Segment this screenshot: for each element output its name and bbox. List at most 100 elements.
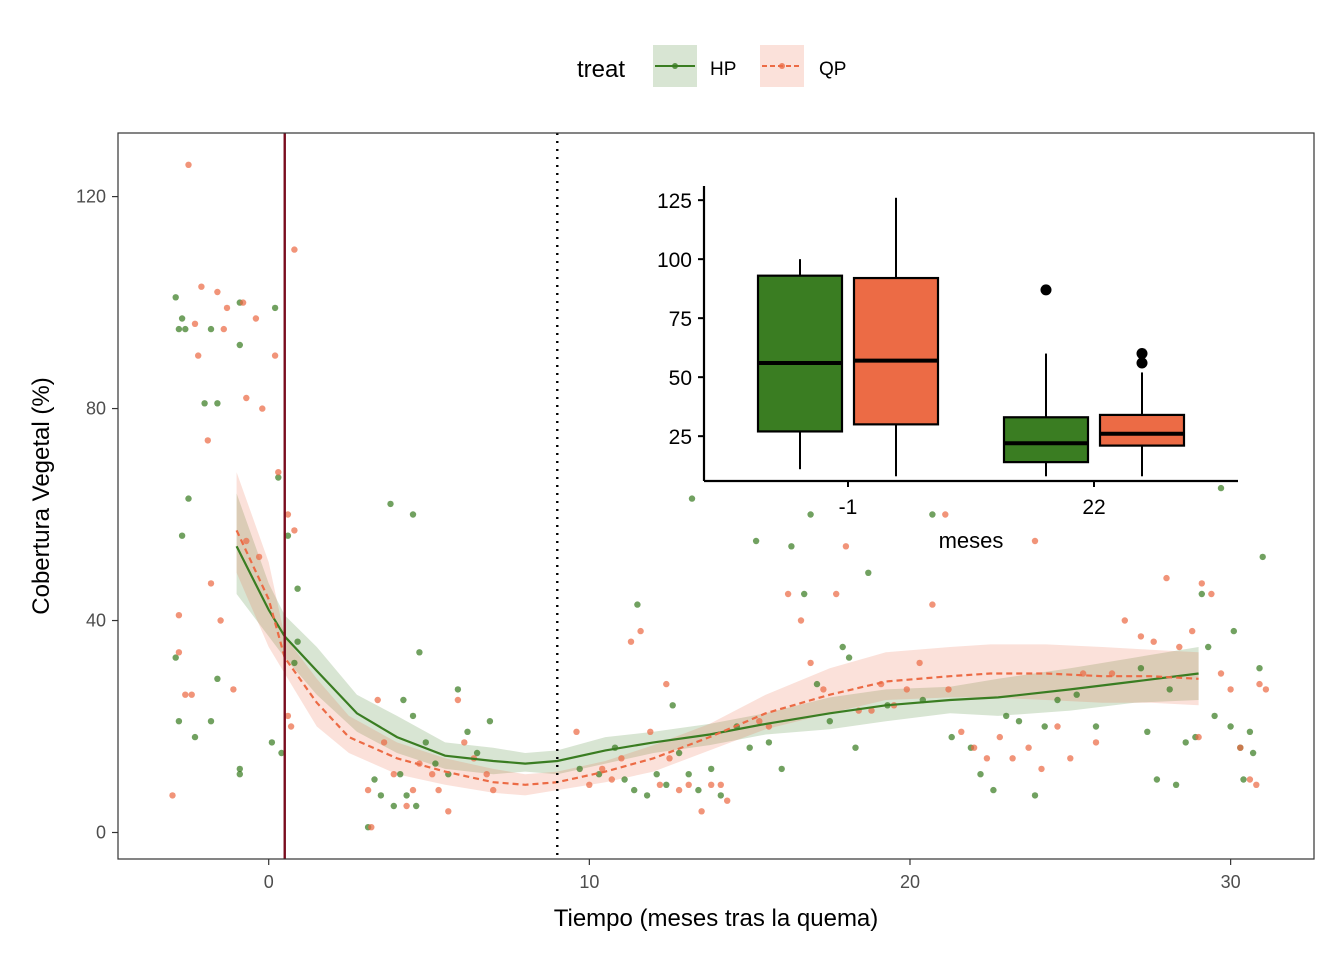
point-hp <box>236 341 243 349</box>
point-hp <box>1137 665 1145 672</box>
box-hp <box>756 274 844 433</box>
point-hp <box>403 792 410 799</box>
point-qp <box>599 765 606 773</box>
legend-title: treat <box>577 56 625 83</box>
point-hp <box>1041 723 1048 730</box>
point-qp <box>573 728 580 735</box>
point-qp <box>698 808 705 815</box>
point-qp <box>586 781 593 788</box>
point-qp <box>1009 755 1016 762</box>
point-hp <box>1205 643 1212 651</box>
point-hp <box>1172 781 1180 788</box>
point-qp <box>461 739 468 746</box>
point-hp <box>464 728 471 735</box>
point-qp <box>724 797 731 804</box>
point-hp <box>852 744 859 751</box>
point-hp <box>595 771 603 778</box>
point-hp <box>236 765 243 773</box>
point-qp <box>868 707 875 714</box>
point-qp <box>1163 574 1170 582</box>
legend-label-qp: QP <box>819 59 846 80</box>
scatter-points <box>169 161 1270 831</box>
point-hp <box>271 304 279 312</box>
point-qp <box>820 686 827 693</box>
point-hp <box>178 532 186 539</box>
point-qp <box>833 590 840 598</box>
y-tick-label: 120 <box>76 187 106 207</box>
point-hp <box>432 760 439 767</box>
smooth-lines <box>235 529 1199 786</box>
point-qp <box>230 686 237 693</box>
point-qp <box>217 617 224 624</box>
point-qp <box>220 325 227 333</box>
point-qp <box>435 786 442 794</box>
point-qp <box>945 686 952 693</box>
point-hp <box>708 765 715 773</box>
point-hp <box>634 601 641 608</box>
point-hp <box>409 712 417 720</box>
point-qp <box>204 437 211 444</box>
point-hp <box>653 771 660 778</box>
point-qp <box>666 755 673 762</box>
point-qp <box>390 771 397 778</box>
point-hp <box>865 569 872 576</box>
point-qp <box>929 601 936 608</box>
point-hp <box>175 718 183 725</box>
point-qp <box>675 786 683 794</box>
point-qp <box>1054 723 1061 730</box>
point-qp <box>445 808 452 815</box>
point-qp <box>618 755 625 762</box>
inset-boxes <box>704 176 1246 481</box>
point-hp <box>416 649 423 656</box>
point-qp <box>1189 627 1196 635</box>
point-hp <box>413 802 420 810</box>
point-qp <box>1031 537 1039 545</box>
inset-y-tick-label: 50 <box>669 367 692 390</box>
point-qp <box>403 802 410 810</box>
point-qp <box>1256 680 1263 688</box>
point-hp <box>801 590 808 598</box>
point-qp <box>627 638 635 645</box>
point-qp <box>243 394 250 402</box>
point-hp <box>807 511 814 518</box>
point-hp <box>207 718 215 725</box>
point-hp <box>1198 590 1206 598</box>
point-hp <box>631 786 638 794</box>
x-tick-label: 0 <box>264 872 274 892</box>
point-hp <box>201 400 208 407</box>
point-qp <box>1198 580 1206 587</box>
point-hp <box>1230 627 1238 635</box>
point-qp <box>717 781 724 788</box>
point-hp <box>788 543 795 550</box>
point-qp <box>1246 776 1254 783</box>
box-qp <box>1098 413 1186 447</box>
point-hp <box>473 749 481 757</box>
x-tick-label: 20 <box>900 872 920 892</box>
point-hp <box>294 585 301 592</box>
point-qp <box>380 739 388 746</box>
point-hp <box>422 739 429 746</box>
point-qp <box>608 776 615 783</box>
point-qp <box>1121 617 1129 624</box>
point-qp <box>983 755 991 762</box>
point-qp <box>1217 670 1225 677</box>
point-hp <box>621 776 628 783</box>
point-qp <box>239 299 247 306</box>
point-qp <box>368 824 375 831</box>
point-qp <box>198 283 205 290</box>
point-qp <box>842 543 850 550</box>
point-hp <box>746 744 753 751</box>
y-tick-label: 40 <box>86 611 106 631</box>
point-hp <box>185 495 192 502</box>
inset-y-tick-label: 100 <box>657 249 692 272</box>
point-qp <box>207 580 215 587</box>
ribbon-qp <box>236 472 1199 796</box>
point-qp <box>243 537 250 545</box>
inset-y-tick-label: 25 <box>669 426 692 449</box>
inset-x-tick-label: -1 <box>839 496 858 519</box>
point-qp <box>284 511 292 518</box>
point-hp <box>1166 686 1173 693</box>
outlier-hp <box>1040 284 1052 296</box>
point-qp <box>1150 638 1157 645</box>
